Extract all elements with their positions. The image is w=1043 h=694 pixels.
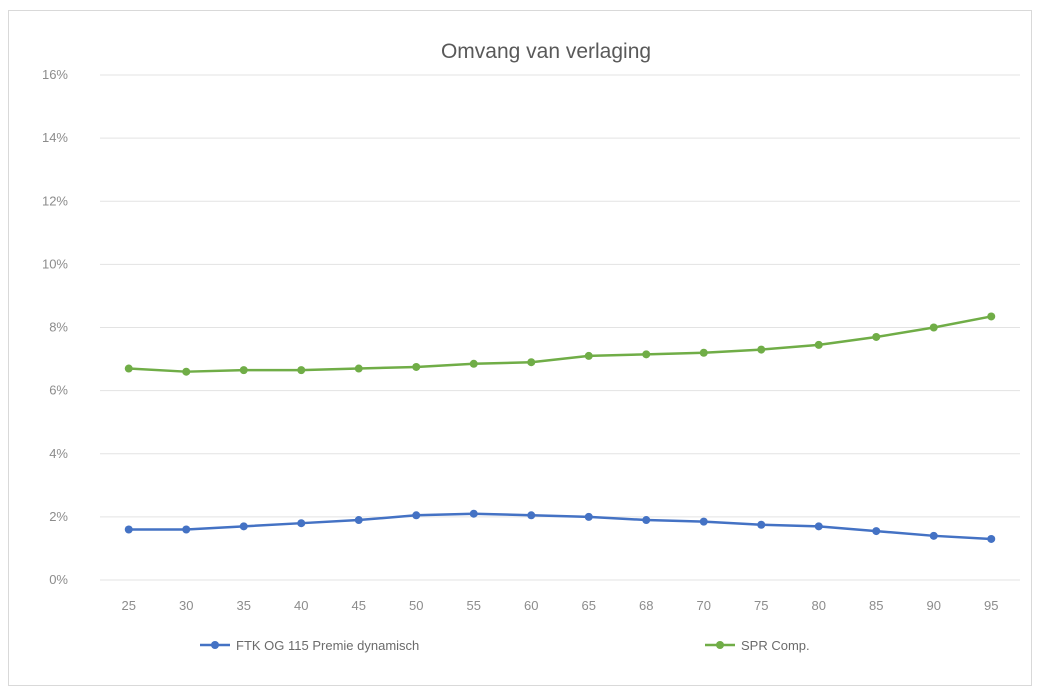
data-point bbox=[699, 517, 708, 526]
data-point bbox=[239, 522, 248, 531]
data-point bbox=[584, 512, 593, 521]
data-point bbox=[814, 522, 823, 531]
x-tick-label: 50 bbox=[409, 598, 423, 613]
y-tick-label: 8% bbox=[49, 320, 68, 335]
y-tick-label: 16% bbox=[42, 67, 68, 82]
x-tick-label: 35 bbox=[237, 598, 251, 613]
legend: FTK OG 115 Premie dynamisch SPR Comp. bbox=[200, 638, 810, 653]
data-point bbox=[297, 519, 306, 528]
legend-item: FTK OG 115 Premie dynamisch bbox=[200, 638, 419, 653]
x-tick-label: 65 bbox=[582, 598, 596, 613]
y-tick-label: 0% bbox=[49, 572, 68, 587]
x-tick-label: 70 bbox=[697, 598, 711, 613]
data-point bbox=[929, 323, 938, 332]
chart-title: Omvang van verlaging bbox=[441, 40, 651, 63]
data-point bbox=[412, 362, 421, 371]
series-line bbox=[128, 315, 992, 373]
data-point bbox=[987, 534, 996, 543]
legend-label: SPR Comp. bbox=[741, 638, 810, 653]
x-tick-label: 85 bbox=[869, 598, 883, 613]
data-point bbox=[124, 525, 133, 534]
y-tick-label: 4% bbox=[49, 446, 68, 461]
x-tick-label: 60 bbox=[524, 598, 538, 613]
x-tick-label: 25 bbox=[122, 598, 136, 613]
x-axis-ticks: 25 30 35 40 45 50 55 60 65 68 70 75 80 85 90 95 bbox=[122, 598, 999, 613]
legend-marker bbox=[211, 641, 219, 649]
data-point bbox=[872, 332, 881, 341]
data-point bbox=[124, 364, 133, 373]
data-point bbox=[182, 525, 191, 534]
x-tick-label: 55 bbox=[467, 598, 481, 613]
series-1 bbox=[124, 509, 996, 543]
y-tick-label: 10% bbox=[42, 256, 68, 271]
data-point bbox=[412, 511, 421, 520]
data-point bbox=[872, 527, 881, 536]
x-tick-label: 80 bbox=[812, 598, 826, 613]
series-2 bbox=[124, 312, 996, 376]
x-tick-label: 45 bbox=[352, 598, 366, 613]
x-tick-label: 95 bbox=[984, 598, 998, 613]
data-point bbox=[354, 516, 363, 525]
grid-layer bbox=[100, 74, 1020, 581]
y-tick-label: 12% bbox=[42, 193, 68, 208]
x-tick-label: 30 bbox=[179, 598, 193, 613]
data-point bbox=[642, 350, 651, 359]
y-axis-ticks: 0% 2% 4% 6% 8% 10% 12% 14% 16% bbox=[42, 67, 68, 587]
data-point bbox=[527, 511, 536, 520]
data-point bbox=[354, 364, 363, 373]
y-tick-label: 6% bbox=[49, 383, 68, 398]
x-tick-label: 90 bbox=[927, 598, 941, 613]
data-point bbox=[987, 312, 996, 321]
data-point bbox=[757, 520, 766, 529]
data-point bbox=[814, 340, 823, 349]
data-point bbox=[757, 345, 766, 354]
legend-marker bbox=[716, 641, 724, 649]
x-tick-label: 68 bbox=[639, 598, 653, 613]
data-point bbox=[929, 531, 938, 540]
data-point bbox=[469, 509, 478, 518]
series-layer bbox=[124, 312, 996, 543]
data-point bbox=[699, 348, 708, 357]
legend-item: SPR Comp. bbox=[705, 638, 810, 653]
legend-label: FTK OG 115 Premie dynamisch bbox=[236, 638, 419, 653]
data-point bbox=[239, 366, 248, 375]
chart-frame bbox=[8, 10, 1032, 686]
data-point bbox=[297, 366, 306, 375]
x-tick-label: 40 bbox=[294, 598, 308, 613]
data-point bbox=[584, 351, 593, 360]
y-tick-label: 14% bbox=[42, 130, 68, 145]
data-point bbox=[527, 358, 536, 367]
data-point bbox=[469, 359, 478, 368]
data-point bbox=[642, 516, 651, 525]
y-tick-label: 2% bbox=[49, 509, 68, 524]
data-point bbox=[182, 367, 191, 376]
x-tick-label: 75 bbox=[754, 598, 768, 613]
series-line bbox=[128, 512, 992, 541]
